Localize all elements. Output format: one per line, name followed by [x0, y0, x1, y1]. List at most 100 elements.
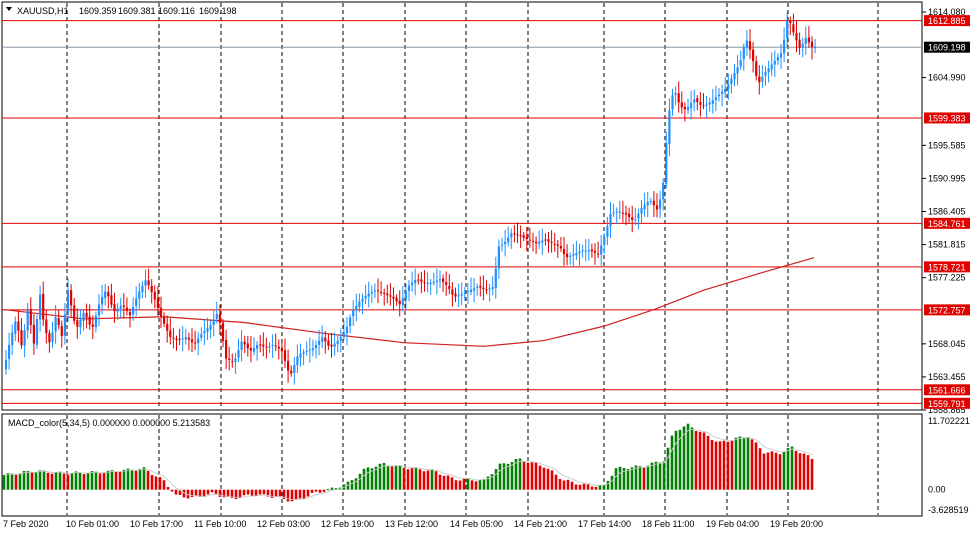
candle-body — [786, 20, 789, 39]
macd-bar — [678, 429, 682, 490]
macd-bar — [718, 441, 722, 490]
candle-body — [429, 282, 432, 284]
macd-bar — [402, 467, 406, 490]
macd-bar — [610, 475, 614, 490]
candle-body — [758, 76, 761, 83]
candle-body — [51, 332, 54, 342]
macd-bar — [358, 473, 362, 490]
macd-bar — [2, 475, 6, 490]
macd-bar — [430, 469, 434, 490]
macd-bar — [254, 489, 258, 496]
level-tag — [924, 15, 970, 27]
macd-bar — [562, 480, 566, 490]
macd-bar — [154, 476, 158, 490]
candle-body — [274, 345, 277, 347]
candle-body — [488, 288, 491, 290]
candle-body — [804, 38, 807, 44]
candle-body — [727, 84, 730, 90]
price-tick-label: 1595.585 — [928, 140, 966, 150]
macd-bar — [206, 489, 210, 495]
candle-body — [497, 246, 500, 269]
level-tag-label: 1599.383 — [928, 113, 966, 123]
candle-body — [469, 289, 473, 292]
macd-bar — [758, 448, 762, 490]
candle-body — [779, 53, 783, 58]
candle-body — [659, 199, 662, 209]
candle-body — [299, 353, 302, 358]
macd-bar — [158, 477, 162, 490]
candle-body — [482, 287, 485, 289]
candle-body — [376, 290, 380, 292]
candle-body — [457, 295, 460, 297]
candle-body — [172, 337, 175, 339]
macd-bar — [726, 441, 730, 490]
macd-bar — [742, 437, 746, 490]
candle-body — [367, 293, 370, 297]
candle-body — [742, 47, 745, 60]
candle-body — [122, 305, 125, 307]
candle-body — [432, 282, 435, 284]
candle-body — [476, 286, 479, 288]
macd-bar — [766, 452, 770, 490]
candle-body — [314, 345, 318, 349]
candle-body — [85, 312, 88, 318]
macd-bar — [282, 489, 286, 499]
candle-body — [163, 317, 166, 324]
macd-bar — [38, 470, 42, 490]
macd-bar — [14, 474, 18, 490]
macd-bar — [210, 489, 214, 493]
candle-body — [696, 98, 699, 103]
candle-body — [677, 93, 680, 103]
macd-bar — [222, 489, 226, 498]
candle-body — [485, 289, 488, 291]
macd-bar — [694, 430, 698, 490]
candle-body — [609, 214, 612, 227]
candle-body — [166, 323, 169, 331]
candle-body — [91, 324, 94, 327]
macd-bar — [410, 468, 414, 490]
macd-bar — [466, 478, 470, 490]
candle-body — [606, 226, 609, 237]
chart-header: XAUUSD,H1 1609.359 1609.381 1609.116 160… — [6, 6, 237, 16]
candle-body — [156, 298, 159, 308]
candle-body — [513, 233, 516, 235]
candle-body — [686, 107, 690, 110]
candle-body — [401, 298, 404, 306]
level-tag-label: 1584.761 — [928, 219, 966, 229]
macd-bar — [554, 474, 558, 490]
macd-bar — [106, 470, 110, 490]
macd-bar — [406, 469, 410, 490]
candle-body — [116, 308, 119, 312]
macd-bar — [302, 489, 306, 499]
candle-body — [184, 337, 187, 340]
macd-bar — [798, 453, 802, 490]
candle-body — [302, 352, 305, 354]
price-tick-label: 1563.455 — [928, 372, 966, 382]
candle-body — [621, 212, 624, 214]
macd-label: MACD_color(5,34,5) 0.000000 0.000000 5.2… — [8, 418, 210, 428]
macd-bar — [730, 440, 734, 490]
candle-body — [553, 243, 556, 245]
candle-body — [11, 332, 14, 346]
macd-bar — [26, 470, 30, 490]
low-value: 1609.116 — [158, 6, 195, 16]
candle-body — [398, 300, 401, 305]
macd-bar — [662, 461, 666, 490]
candle-body — [792, 24, 795, 33]
time-tick-label: 12 Feb 03:00 — [257, 519, 310, 529]
level-tag — [924, 384, 970, 396]
candle-body — [268, 346, 271, 348]
macd-bar — [790, 446, 794, 490]
macd-bar — [698, 431, 702, 490]
macd-bar — [30, 472, 34, 490]
candle-body — [463, 292, 466, 294]
triangle-down-icon[interactable] — [6, 7, 12, 11]
macd-bar — [558, 478, 562, 490]
candle-body — [442, 278, 445, 283]
macd-bar — [542, 467, 546, 490]
candle-body — [814, 47, 817, 49]
macd-bar — [422, 471, 426, 490]
candle-body — [209, 325, 212, 330]
candle-body — [764, 72, 767, 76]
